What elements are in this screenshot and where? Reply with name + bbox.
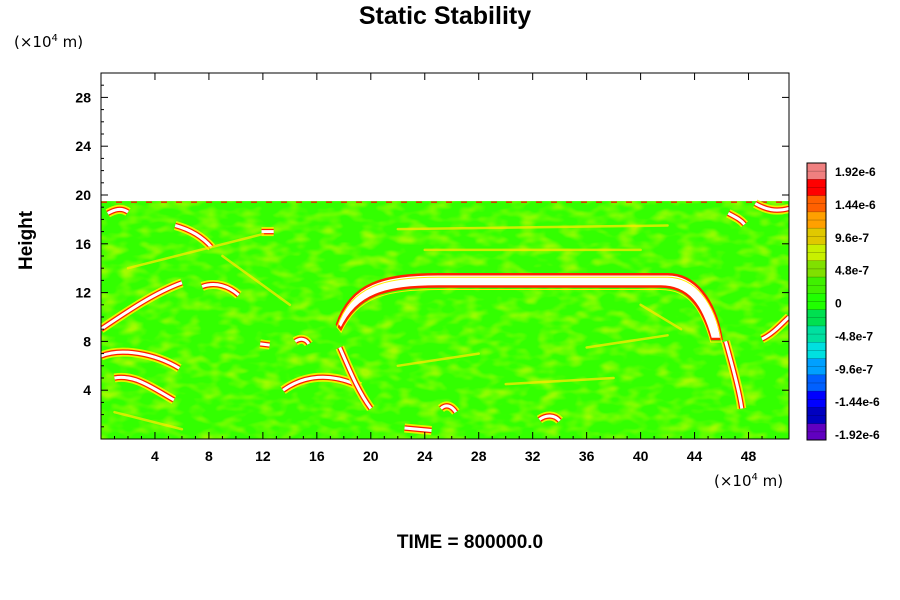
right-streak-1-core (761, 315, 789, 341)
upper-stable-band-halo (336, 276, 723, 343)
colorbar-swatch (807, 407, 826, 425)
y-tick-label: 4 (83, 382, 91, 398)
y-tick-label: 20 (75, 187, 91, 203)
field-texture (101, 201, 789, 439)
left-streak-2-core (201, 283, 240, 297)
stability-field (101, 199, 789, 439)
mid-low-streak-core (338, 346, 373, 410)
left-streak-1-core (101, 281, 183, 331)
colorbar-label: 4.8e-7 (835, 264, 869, 278)
x-tick-label: 20 (363, 448, 379, 464)
spot-15-8-core (294, 337, 311, 345)
x-tick-label: 32 (525, 448, 541, 464)
colorbar-swatch (807, 423, 826, 441)
colorbar-label: 9.6e-7 (835, 231, 869, 245)
colorbar-swatch (807, 293, 826, 311)
colorbar-swatch (807, 391, 826, 408)
colorbar-swatch (807, 358, 826, 376)
spot-12-8-core (259, 342, 270, 347)
faint-streak-9 (639, 303, 683, 331)
left-streak-3-core (174, 224, 213, 249)
chart-title: Static Stability (358, 2, 532, 30)
colorbar-label: -1.92e-6 (835, 428, 880, 442)
x-tick-label: 40 (633, 448, 649, 464)
faint-streak-1 (126, 232, 265, 270)
colorbar: 1.92e-6 1.44e-6 9.6e-7 4.8e-7 0 -4.8e-7 -9.6e-… (806, 162, 880, 442)
upper-stable-band (335, 273, 724, 341)
x-tick-label: 44 (687, 448, 703, 464)
colorbar-label: -1.44e-6 (835, 395, 880, 409)
right-top-spot-core (727, 211, 746, 226)
colorbar-swatch (807, 309, 826, 327)
colorbar-label: 1.44e-6 (835, 198, 876, 212)
bottom-streak-core (404, 426, 432, 432)
colorbar-swatch (807, 325, 826, 343)
left-layer-1-core (101, 350, 181, 370)
colorbar-swatch (807, 163, 826, 180)
y-tick-label: 8 (83, 333, 91, 349)
colorbar-swatch (807, 228, 826, 245)
x-tick-label: 28 (471, 448, 487, 464)
colorbar-label: -4.8e-7 (835, 329, 873, 343)
faint-streak-8 (113, 410, 184, 431)
right-top-streak-core (754, 202, 789, 212)
y-axis-unit: (×104 m) (14, 33, 84, 51)
x-tick-label: 36 (579, 448, 595, 464)
x-tick-label: 16 (309, 448, 325, 464)
colorbar-swatch (807, 244, 826, 262)
colorbar-label: 1.92e-6 (835, 165, 876, 179)
x-axis-unit: (×104 m) (714, 472, 784, 490)
x-tick-label: 24 (417, 448, 433, 464)
colorbar-swatch (807, 260, 826, 278)
faint-streak-5 (585, 334, 669, 349)
left-top-spot-core (107, 207, 129, 215)
colorbar-swatch (807, 374, 826, 392)
colorbar-swatch (807, 211, 826, 229)
y-tick-label: 28 (75, 89, 91, 105)
colorbar-swatch (807, 179, 826, 197)
y-tick-label: 16 (75, 236, 91, 252)
y-tick-label: 24 (75, 138, 91, 154)
colorbar-swatch (807, 342, 826, 360)
colorbar-label: 0 (835, 297, 842, 311)
faint-streak-4 (504, 376, 615, 386)
left-layer-2-core (114, 375, 175, 402)
y-tick-label: 12 (75, 285, 91, 301)
small-spot-1-core (439, 404, 458, 414)
colorbar-swatch (807, 195, 826, 213)
x-tick-label: 12 (255, 448, 271, 464)
x-tick-label: 4 (151, 448, 159, 464)
right-column-core (724, 341, 744, 409)
faint-streak-3 (396, 352, 480, 368)
faint-streak-7 (396, 224, 669, 231)
small-spot-2-core (538, 414, 561, 422)
faint-streak-2 (221, 254, 292, 307)
colorbar-swatch (807, 277, 826, 294)
colorbar-label: -9.6e-7 (835, 362, 873, 376)
x-tick-label: 8 (205, 448, 213, 464)
time-label: TIME = 800000.0 (396, 532, 544, 553)
x-tick-label: 48 (741, 448, 757, 464)
